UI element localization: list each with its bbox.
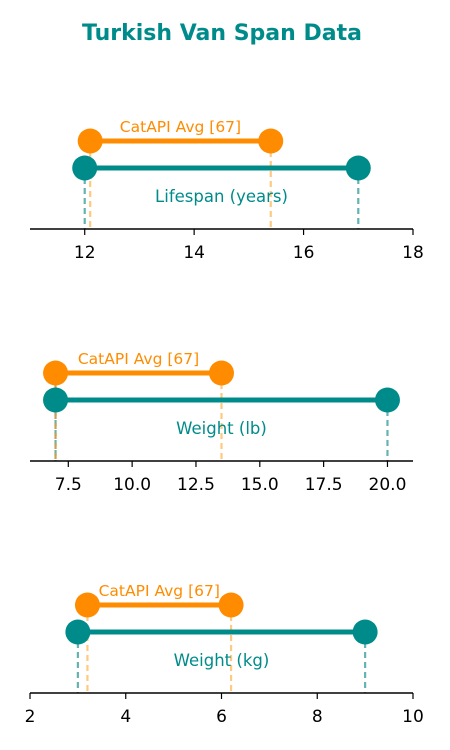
reference-label: CatAPI Avg [67] [120, 118, 241, 136]
x-tick-label: 12 [74, 243, 96, 263]
panel-1: CatAPI Avg [67] Lifespan (years) 12 14 16 18 [30, 118, 424, 263]
reference-label: CatAPI Avg [67] [99, 582, 220, 600]
breed-max-point [352, 619, 378, 645]
x-tick-label: 4 [120, 707, 131, 727]
breed-min-point [43, 387, 69, 413]
panel-3: CatAPI Avg [67] Weight (kg) 2 4 6 8 10 [25, 582, 424, 727]
breed-min-point [65, 619, 91, 645]
reference-label: CatAPI Avg [67] [78, 350, 199, 368]
chart-title: Turkish Van Span Data [82, 21, 362, 46]
chart-panels: CatAPI Avg [67]Lifespan (years)12 14 16 18C… [25, 118, 424, 727]
breed-min-point [72, 155, 98, 181]
x-tick-label: 8 [312, 707, 323, 727]
breed-max-point [345, 155, 371, 181]
breed-max-point [374, 387, 400, 413]
x-tick-label: 7.5 [55, 475, 82, 495]
series-label: Lifespan (years) [155, 187, 288, 206]
x-tick-label: 17.5 [305, 475, 343, 495]
reference-max-point [218, 592, 244, 618]
series-label: Weight (kg) [174, 651, 270, 670]
reference-min-point [74, 592, 100, 618]
series-label: Weight (lb) [176, 419, 267, 438]
reference-min-point [77, 128, 103, 154]
panel-2: CatAPI Avg [67] Weight (lb) 7.5 10.0 12.5 15.… [30, 350, 413, 495]
reference-max-point [209, 360, 234, 386]
x-tick-label: 2 [25, 707, 36, 727]
x-tick-label: 16 [293, 243, 315, 263]
x-tick-label: 10 [402, 707, 424, 727]
reference-min-point [43, 360, 69, 386]
x-tick-label: 15.0 [241, 475, 279, 495]
x-tick-label: 18 [402, 243, 424, 263]
x-tick-label: 14 [183, 243, 205, 263]
reference-max-point [258, 128, 284, 154]
x-tick-label: 10.0 [113, 475, 151, 495]
x-tick-label: 20.0 [369, 475, 407, 495]
x-tick-label: 6 [216, 707, 227, 727]
x-tick-label: 12.5 [177, 475, 215, 495]
